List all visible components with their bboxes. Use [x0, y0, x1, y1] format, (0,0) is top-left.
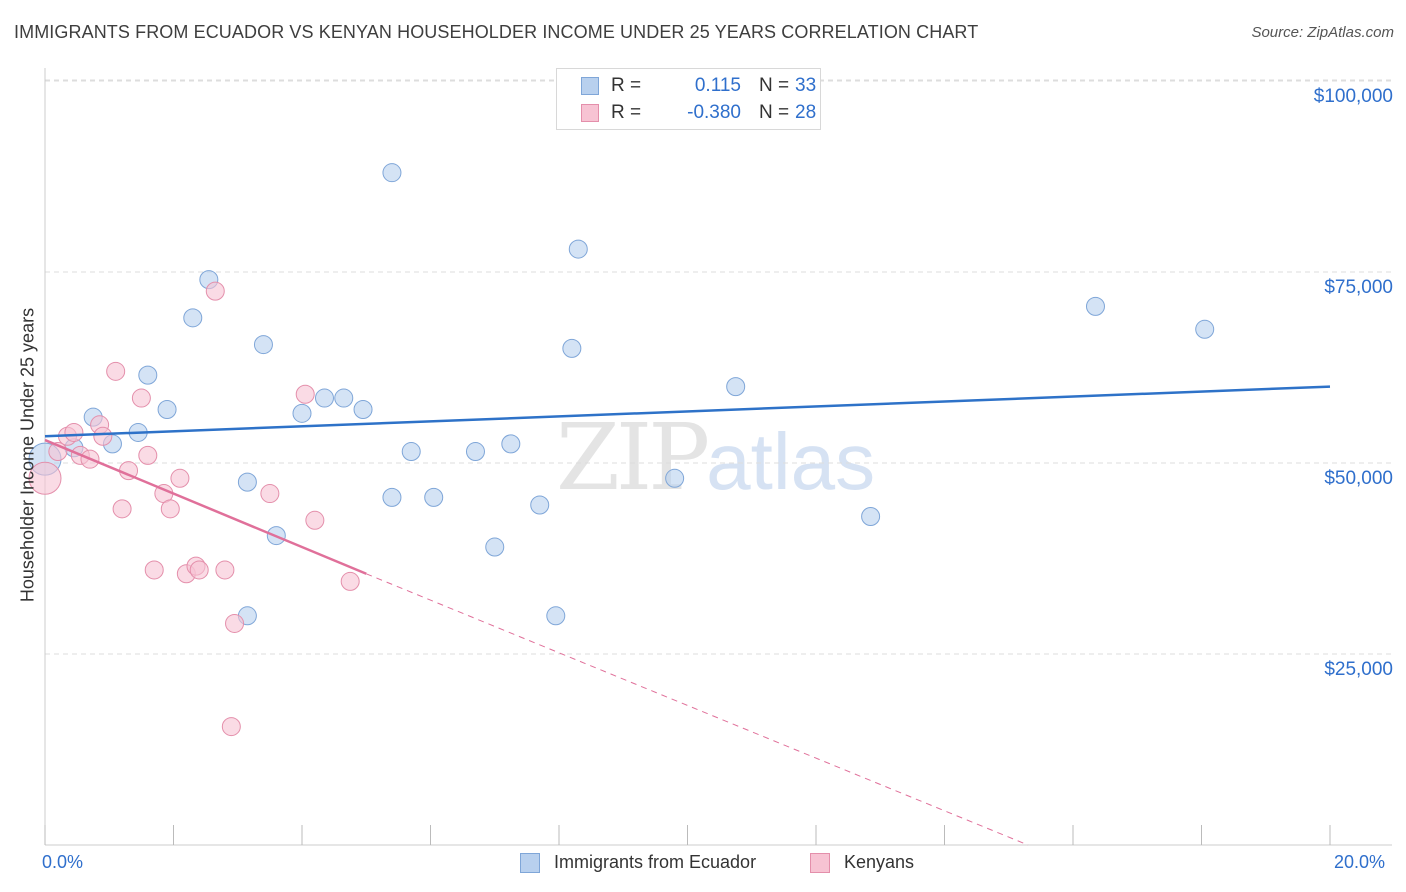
trend-line-pink [44, 438, 367, 575]
watermark: ZIPatlas [556, 404, 875, 511]
data-point-blue-30 [861, 506, 881, 526]
x-tick-label-min: 0.0% [42, 852, 84, 872]
data-point-blue-27 [568, 239, 588, 259]
data-point-pink-26 [305, 510, 325, 530]
y-tick-label-50000: $50,000 [1324, 468, 1393, 489]
data-point-pink-21 [215, 560, 235, 580]
y-tick-label-100000: $100,000 [1313, 86, 1393, 107]
n-label: N = [759, 102, 790, 123]
chart-title: IMMIGRANTS FROM ECUADOR VS KENYAN HOUSEH… [14, 22, 979, 42]
source-credit: Source: ZipAtlas.com [1251, 24, 1394, 41]
r-value: 0.115 [694, 75, 741, 96]
y-tick-label-25000: $25,000 [1324, 659, 1393, 680]
x-tick-label-max: 20.0% [1334, 852, 1386, 872]
data-point-pink-12 [138, 445, 158, 465]
data-point-blue-22 [485, 537, 505, 557]
data-point-pink-3 [64, 422, 84, 442]
r-label: R = [611, 75, 642, 96]
data-point-blue-5 [138, 365, 158, 385]
data-point-blue-32 [1195, 319, 1215, 339]
data-point-pink-25 [295, 384, 315, 404]
data-point-pink-15 [160, 499, 180, 519]
trend-extension-pink [366, 573, 1029, 846]
data-point-pink-22 [225, 613, 245, 633]
blue-swatch [581, 77, 599, 95]
y-axis-label: Householder Income Under 25 years [17, 307, 38, 603]
data-point-pink-8 [106, 361, 126, 381]
data-point-pink-23 [221, 717, 241, 737]
legend-label: Kenyans [844, 852, 915, 872]
pink-swatch [810, 853, 830, 873]
data-point-blue-18 [382, 487, 402, 507]
data-point-pink-11 [131, 388, 151, 408]
data-point-blue-29 [726, 377, 746, 397]
data-point-blue-21 [465, 442, 485, 462]
data-point-blue-10 [237, 472, 257, 492]
data-point-pink-24 [260, 484, 280, 504]
r-value: -0.380 [687, 102, 741, 123]
n-value: 33 [795, 75, 817, 96]
data-point-pink-16 [170, 468, 190, 488]
data-point-pink-19 [189, 560, 209, 580]
data-point-blue-19 [401, 442, 421, 462]
y-tick-label-75000: $75,000 [1324, 277, 1393, 298]
data-point-blue-7 [183, 308, 203, 328]
data-point-pink-13 [144, 560, 164, 580]
data-point-pink-7 [93, 426, 113, 446]
blue-swatch [520, 853, 540, 873]
data-point-blue-11 [253, 335, 273, 355]
data-point-blue-26 [562, 338, 582, 358]
data-point-blue-28 [665, 468, 685, 488]
trend-line-blue [44, 385, 1331, 438]
data-point-blue-23 [501, 434, 521, 454]
data-point-blue-20 [424, 487, 444, 507]
watermark-atlas: atlas [706, 417, 876, 506]
data-point-blue-25 [546, 606, 566, 626]
data-point-pink-0 [28, 461, 62, 495]
data-point-blue-24 [530, 495, 550, 515]
data-point-blue-17 [382, 163, 402, 183]
data-point-blue-31 [1085, 296, 1105, 316]
data-point-pink-9 [112, 499, 132, 519]
data-point-pink-27 [340, 571, 360, 591]
data-point-blue-16 [353, 400, 373, 420]
legend-label: Immigrants from Ecuador [554, 852, 757, 872]
data-point-blue-13 [292, 403, 312, 423]
r-label: R = [611, 102, 642, 123]
pink-swatch [581, 104, 599, 122]
watermark-zip: ZIP [556, 404, 710, 511]
data-point-pink-20 [205, 281, 225, 301]
data-point-blue-14 [314, 388, 334, 408]
data-point-blue-15 [334, 388, 354, 408]
data-point-blue-6 [157, 400, 177, 420]
n-label: N = [759, 75, 790, 96]
n-value: 28 [795, 102, 817, 123]
correlation-legend: R = 0.115 N = 33 R = -0.380 N = 28 [556, 68, 821, 130]
